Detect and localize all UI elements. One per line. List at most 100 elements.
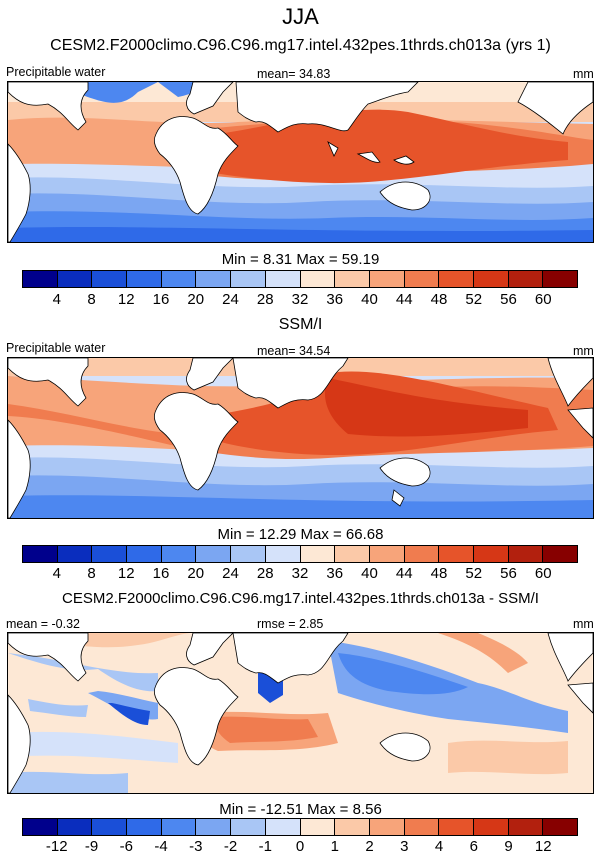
colorbar-tick-label: 60 bbox=[534, 291, 552, 308]
colorbar-tick-label: 8 bbox=[87, 565, 96, 582]
colorbar-swatch-13 bbox=[473, 819, 509, 835]
colorbar-swatch-14 bbox=[508, 546, 544, 562]
colorbar-swatch-3 bbox=[127, 819, 162, 835]
colorbar-swatch-13 bbox=[473, 271, 509, 287]
colorbar-tick-label: 44 bbox=[395, 291, 413, 308]
colorbar-swatch-5 bbox=[196, 546, 232, 562]
panel-2-units-label: mm bbox=[573, 344, 594, 358]
colorbar-swatch-7 bbox=[265, 819, 301, 835]
colorbar-tick-label: 36 bbox=[326, 565, 344, 582]
colorbar-tick-label: 52 bbox=[465, 565, 483, 582]
colorbar-swatch-5 bbox=[196, 271, 232, 287]
colorbar-swatch-7 bbox=[265, 271, 301, 287]
colorbar-tick-label: 16 bbox=[152, 565, 170, 582]
colorbar-swatch-1 bbox=[57, 271, 93, 287]
colorbar-swatch-4 bbox=[161, 546, 197, 562]
panel-2-minmax: Min = 12.29 Max = 66.68 bbox=[217, 526, 384, 543]
panel-2-variable-label: Precipitable water bbox=[6, 341, 106, 355]
colorbar-swatch-3 bbox=[127, 271, 162, 287]
colorbar-swatch-0 bbox=[23, 819, 58, 835]
colorbar-tick-label: 60 bbox=[534, 565, 552, 582]
colorbar-tick-label: -12 bbox=[45, 838, 68, 855]
panel-1-units-label: mm bbox=[573, 67, 594, 81]
colorbar-tick-label: 1 bbox=[330, 838, 339, 855]
colorbar-swatch-11 bbox=[404, 271, 440, 287]
colorbar-tick-label: 56 bbox=[500, 565, 517, 582]
colorbar-tick-label: 40 bbox=[361, 565, 378, 582]
colorbar-swatch-9 bbox=[335, 271, 370, 287]
colorbar-tick-label: 24 bbox=[222, 291, 239, 308]
colorbar-swatch-8 bbox=[300, 546, 336, 562]
colorbar-tick-label: -9 bbox=[84, 838, 99, 855]
colorbar-swatch-2 bbox=[92, 546, 128, 562]
colorbar-tick-label: 16 bbox=[152, 291, 170, 308]
colorbar-swatch-12 bbox=[439, 819, 474, 835]
colorbar-3-ticks: -12 -9 -6 -4 -3 -2 -1 0 1 2 3 4 6 9 12 bbox=[22, 838, 578, 856]
panel-1-map bbox=[7, 81, 594, 243]
colorbar-tick-label: 3 bbox=[400, 838, 409, 855]
colorbar-tick-label: 0 bbox=[295, 838, 305, 855]
colorbar-tick-label: 48 bbox=[430, 291, 448, 308]
colorbar-swatch-12 bbox=[439, 271, 474, 287]
panel-2-map bbox=[7, 357, 594, 519]
colorbar-tick-label: -6 bbox=[119, 838, 133, 855]
colorbar-tick-label: -1 bbox=[258, 838, 272, 855]
colorbar-swatch-4 bbox=[161, 819, 197, 835]
colorbar-tick-label: 6 bbox=[469, 838, 478, 855]
colorbar-tick-label: 20 bbox=[187, 565, 205, 582]
colorbar-3 bbox=[22, 818, 578, 836]
colorbar-tick-label: -3 bbox=[189, 838, 203, 855]
colorbar-tick-label: 4 bbox=[434, 838, 444, 855]
panel-3-minmax: Min = -12.51 Max = 8.56 bbox=[219, 801, 382, 818]
figure-title: JJA bbox=[282, 4, 319, 29]
colorbar-swatch-14 bbox=[508, 819, 544, 835]
colorbar-tick-label: 9 bbox=[504, 838, 513, 855]
colorbar-tick-label: 2 bbox=[365, 838, 374, 855]
colorbar-swatch-10 bbox=[369, 271, 405, 287]
panel-1-mean-label: mean= 34.83 bbox=[257, 67, 331, 81]
colorbar-swatch-1 bbox=[57, 546, 93, 562]
colorbar-2 bbox=[22, 545, 578, 563]
colorbar-swatch-15 bbox=[543, 819, 577, 835]
panel-3-title: CESM2.F2000climo.C96.C96.mg17.intel.432p… bbox=[62, 590, 539, 607]
colorbar-swatch-0 bbox=[23, 271, 58, 287]
colorbar-swatch-8 bbox=[300, 819, 336, 835]
colorbar-1-ticks: 4 8 12 16 20 24 28 32 36 40 44 48 52 56 60 bbox=[22, 291, 578, 309]
panel-3-map bbox=[7, 632, 594, 794]
colorbar-tick-label: -2 bbox=[223, 838, 238, 855]
panel-1-variable-label: Precipitable water bbox=[6, 65, 106, 79]
colorbar-swatch-15 bbox=[543, 271, 577, 287]
colorbar-tick-label: 24 bbox=[222, 565, 239, 582]
colorbar-swatch-9 bbox=[335, 546, 370, 562]
colorbar-swatch-1 bbox=[57, 819, 93, 835]
colorbar-1 bbox=[22, 270, 578, 288]
colorbar-swatch-7 bbox=[265, 546, 301, 562]
colorbar-tick-label: 4 bbox=[52, 291, 61, 308]
colorbar-swatch-0 bbox=[23, 546, 58, 562]
colorbar-tick-label: -4 bbox=[154, 838, 168, 855]
colorbar-tick-label: 52 bbox=[465, 291, 483, 308]
panel-3-mean-label: mean = -0.32 bbox=[6, 617, 81, 631]
colorbar-swatch-11 bbox=[404, 819, 440, 835]
colorbar-swatch-3 bbox=[127, 546, 162, 562]
panel-3-units-label: mm bbox=[573, 617, 594, 631]
colorbar-tick-label: 56 bbox=[500, 291, 517, 308]
colorbar-tick-label: 32 bbox=[291, 565, 309, 582]
colorbar-tick-label: 8 bbox=[87, 291, 96, 308]
colorbar-swatch-10 bbox=[369, 819, 405, 835]
colorbar-tick-label: 48 bbox=[430, 565, 448, 582]
colorbar-swatch-10 bbox=[369, 546, 405, 562]
panel-2-mean-label: mean= 34.54 bbox=[257, 344, 331, 358]
panel-3-rmse-label: rmse = 2.85 bbox=[257, 617, 324, 631]
colorbar-swatch-6 bbox=[231, 819, 266, 835]
colorbar-swatch-13 bbox=[473, 546, 509, 562]
colorbar-tick-label: 44 bbox=[395, 565, 413, 582]
colorbar-tick-label: 32 bbox=[291, 291, 309, 308]
colorbar-swatch-2 bbox=[92, 819, 128, 835]
colorbar-tick-label: 28 bbox=[256, 291, 274, 308]
colorbar-tick-label: 12 bbox=[117, 565, 135, 582]
colorbar-tick-label: 12 bbox=[117, 291, 135, 308]
panel-2-title: SSM/I bbox=[278, 316, 323, 333]
colorbar-swatch-6 bbox=[231, 546, 266, 562]
colorbar-tick-label: 40 bbox=[361, 291, 378, 308]
